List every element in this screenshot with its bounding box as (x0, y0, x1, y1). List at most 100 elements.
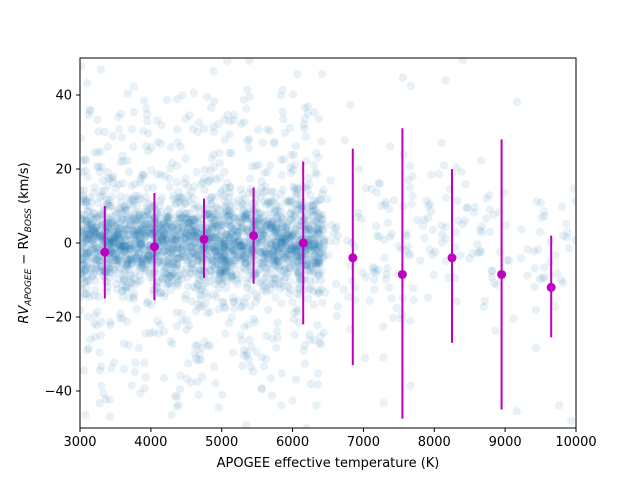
scatter-point (105, 218, 114, 228)
scatter-point (242, 209, 252, 218)
scatter-point (290, 330, 299, 339)
scatter-point (194, 230, 203, 239)
scatter-point (181, 198, 190, 207)
scatter-point (175, 252, 185, 261)
scatter-point (261, 232, 270, 242)
scatter-point (110, 207, 120, 216)
scatter-point (94, 232, 103, 242)
scatter-point (264, 213, 274, 223)
scatter-point (295, 291, 304, 300)
scatter-point (91, 224, 100, 233)
scatter-point (204, 242, 213, 251)
scatter-point (228, 205, 237, 215)
scatter-point (273, 252, 283, 261)
scatter-point (176, 253, 186, 262)
x-tick-label: 3000 (63, 435, 96, 450)
scatter-point (225, 232, 234, 242)
scatter-point (130, 191, 139, 200)
scatter-point (295, 201, 304, 210)
scatter-point (122, 230, 131, 240)
scatter-point (206, 213, 215, 222)
scatter-point (212, 175, 221, 184)
scatter-point (235, 274, 244, 283)
scatter-point (162, 212, 171, 221)
scatter-point (305, 285, 314, 294)
scatter-point (184, 196, 193, 205)
scatter-point (216, 188, 225, 198)
scatter-point (177, 308, 186, 318)
scatter-point (166, 272, 175, 282)
scatter-point (251, 290, 261, 299)
scatter-point (241, 258, 250, 268)
scatter-point (453, 196, 462, 205)
scatter-point (294, 205, 303, 214)
binned-mean-point (348, 253, 358, 263)
scatter-point (138, 257, 147, 266)
scatter-point (139, 220, 149, 229)
scatter-point (216, 266, 226, 275)
scatter-point (203, 209, 213, 219)
scatter-point (146, 210, 155, 220)
scatter-point (96, 231, 106, 240)
scatter-point (183, 244, 192, 253)
scatter-point (237, 198, 246, 207)
scatter-point (273, 243, 282, 253)
scatter-point (288, 396, 297, 405)
scatter-point (277, 234, 287, 243)
scatter-point (112, 230, 121, 240)
scatter-point (198, 285, 207, 295)
scatter-point (571, 196, 576, 206)
scatter-point (273, 206, 282, 216)
scatter-point (113, 229, 122, 239)
scatter-point (307, 229, 316, 238)
scatter-point (232, 222, 241, 231)
scatter-point (282, 269, 292, 278)
scatter-point (257, 238, 267, 247)
scatter-point (82, 226, 91, 236)
scatter-point (164, 226, 173, 235)
scatter-point (122, 215, 131, 225)
scatter-point (259, 218, 268, 227)
scatter-point (255, 265, 264, 274)
scatter-point (172, 125, 182, 134)
scatter-point (290, 245, 299, 254)
scatter-point (434, 169, 444, 179)
scatter-point (164, 279, 173, 288)
scatter-point (214, 119, 223, 129)
scatter-point (303, 109, 312, 118)
scatter-point (404, 251, 413, 260)
scatter-point (230, 214, 239, 224)
scatter-point (266, 245, 275, 254)
scatter-point (340, 136, 349, 145)
scatter-point (295, 269, 304, 278)
scatter-point (215, 270, 224, 279)
scatter-point (122, 235, 132, 244)
scatter-point (303, 211, 312, 220)
scatter-point (233, 241, 242, 251)
scatter-point (178, 245, 187, 254)
scatter-point (272, 343, 281, 352)
scatter-point (240, 253, 249, 262)
scatter-point (110, 248, 120, 258)
scatter-point (238, 210, 248, 219)
scatter-point (220, 256, 229, 266)
scatter-point (269, 274, 279, 283)
scatter-point (270, 137, 279, 147)
scatter-point (311, 217, 320, 226)
scatter-point (242, 348, 252, 358)
scatter-point (153, 232, 162, 241)
scatter-point (222, 263, 231, 273)
scatter-point (184, 191, 193, 200)
scatter-point (271, 208, 280, 217)
scatter-point (209, 122, 218, 132)
scatter-point (294, 245, 303, 254)
scatter-point (215, 269, 224, 278)
scatter-point (268, 226, 278, 235)
scatter-point (280, 266, 289, 275)
scatter-point (165, 243, 175, 253)
scatter-point (245, 188, 254, 197)
scatter-point (282, 231, 291, 241)
scatter-point (131, 253, 140, 262)
scatter-point (108, 131, 118, 141)
scatter-point (173, 226, 182, 235)
